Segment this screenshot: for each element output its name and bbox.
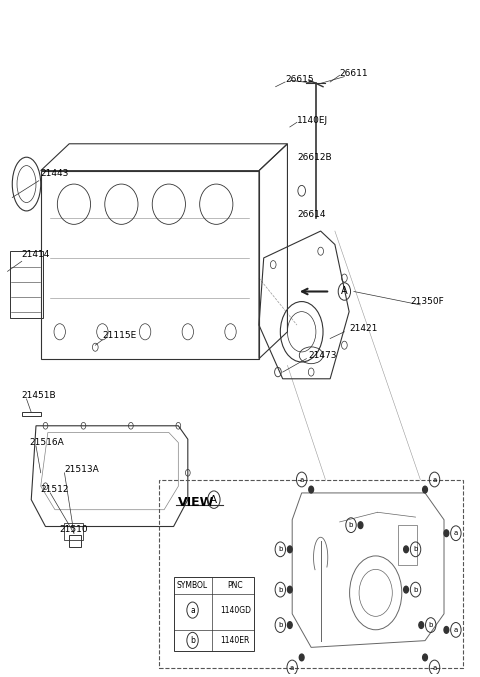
Text: 21115E: 21115E (102, 330, 137, 340)
Text: 21421: 21421 (349, 324, 377, 333)
Text: 21443: 21443 (41, 169, 69, 179)
Circle shape (423, 486, 427, 493)
Circle shape (300, 654, 304, 661)
Text: 21516A: 21516A (29, 438, 64, 447)
Text: SYMBOL: SYMBOL (177, 581, 208, 590)
Text: A: A (341, 286, 348, 297)
Text: 21512: 21512 (41, 485, 69, 494)
Text: b: b (429, 622, 433, 628)
Bar (398, 525, 418, 565)
Text: A: A (210, 495, 217, 504)
Text: 21451B: 21451B (22, 391, 56, 400)
Text: a: a (432, 665, 437, 670)
Bar (10, 251, 43, 318)
Bar (69, 535, 81, 546)
Text: 21510: 21510 (60, 525, 88, 534)
Text: a: a (454, 627, 458, 633)
Text: b: b (349, 522, 353, 528)
Circle shape (444, 530, 449, 537)
Text: 21473: 21473 (309, 351, 337, 360)
Circle shape (404, 586, 408, 593)
Circle shape (288, 621, 292, 628)
Circle shape (444, 626, 449, 633)
Text: b: b (413, 586, 418, 592)
Circle shape (288, 546, 292, 552)
Text: 1140GD: 1140GD (220, 606, 251, 615)
Text: VIEW: VIEW (179, 496, 215, 509)
Text: b: b (413, 546, 418, 552)
Text: 21513A: 21513A (64, 465, 99, 474)
Circle shape (309, 486, 313, 493)
Circle shape (404, 546, 408, 552)
Text: 21414: 21414 (22, 250, 50, 259)
Text: a: a (290, 665, 294, 670)
Text: b: b (190, 636, 195, 645)
Text: 26615: 26615 (285, 76, 314, 85)
Text: 1140EJ: 1140EJ (297, 116, 328, 125)
Text: b: b (278, 622, 283, 628)
Text: a: a (300, 477, 304, 483)
Circle shape (288, 586, 292, 593)
Text: b: b (278, 546, 283, 552)
Text: PNC: PNC (228, 581, 243, 590)
Text: a: a (190, 606, 195, 615)
Circle shape (423, 654, 427, 661)
Bar (64, 523, 84, 540)
Text: 21350F: 21350F (411, 297, 444, 306)
Circle shape (358, 522, 363, 529)
Text: 26614: 26614 (297, 210, 325, 219)
Text: 26612B: 26612B (297, 153, 332, 162)
Text: 1140ER: 1140ER (221, 636, 250, 645)
Bar (159, 479, 463, 668)
Bar (41, 171, 259, 359)
Text: a: a (454, 530, 458, 536)
Text: 26611: 26611 (340, 69, 368, 78)
Bar (174, 577, 254, 651)
Text: b: b (278, 586, 283, 592)
Circle shape (419, 621, 424, 628)
Text: a: a (432, 477, 437, 483)
